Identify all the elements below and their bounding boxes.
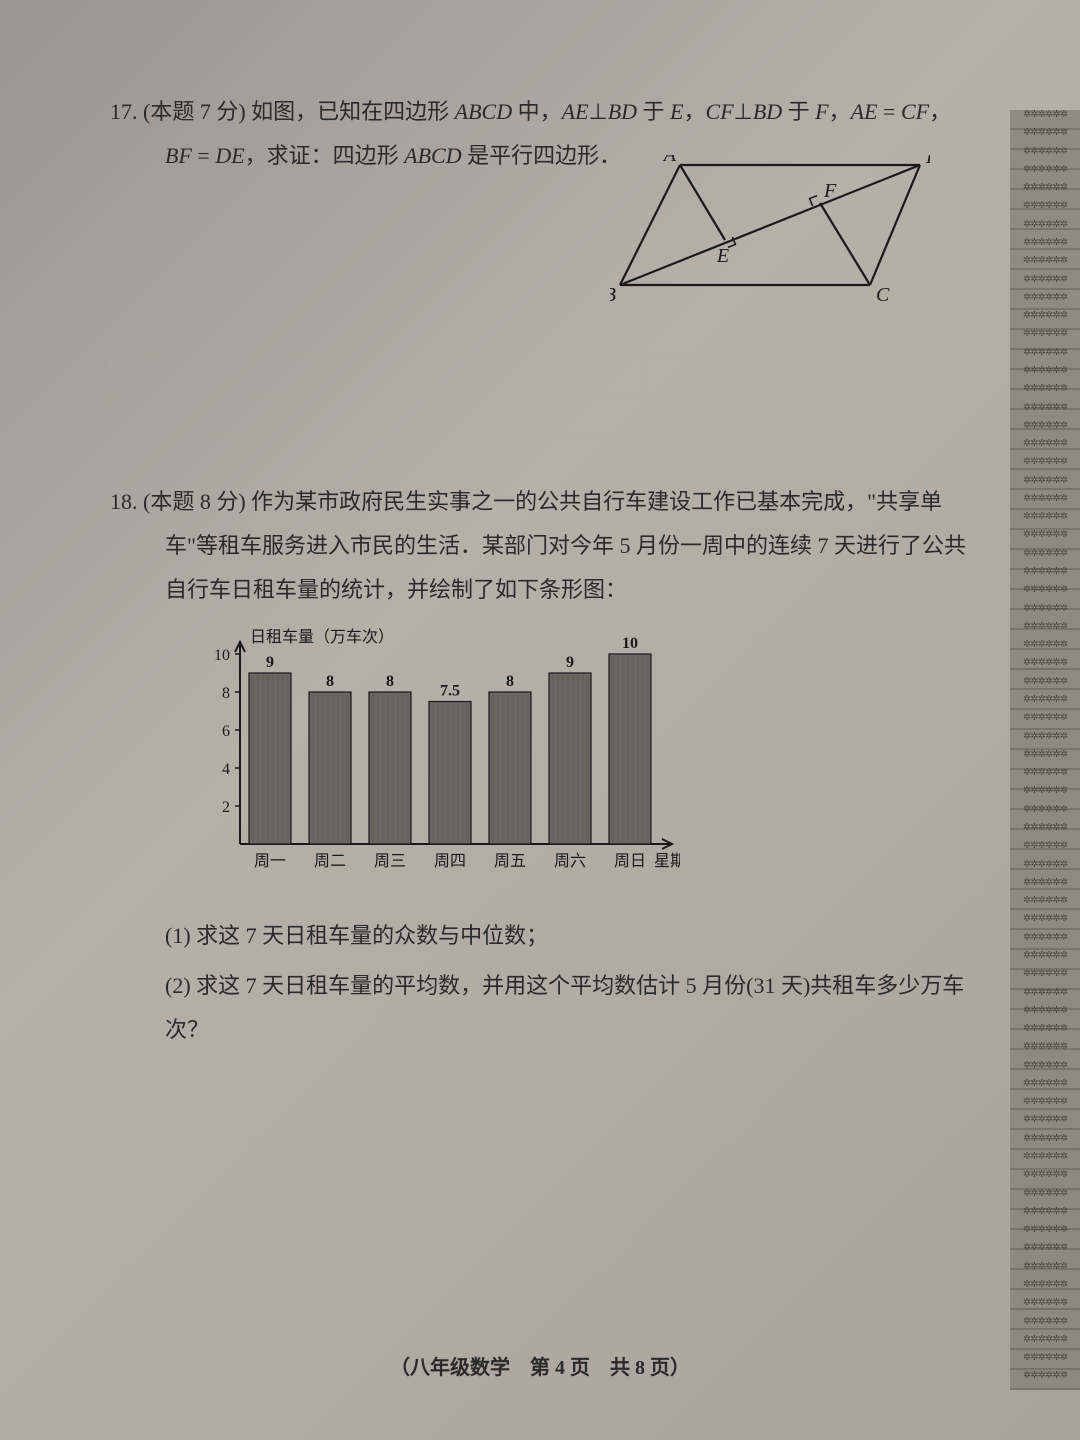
svg-text:A: A: [662, 155, 677, 166]
exam-page: 17. (本题 7 分) 如图，已知在四边形 ABCD 中，AE⊥BD 于 E，…: [0, 0, 1080, 1440]
svg-text:周一: 周一: [254, 853, 286, 870]
svg-text:周二: 周二: [314, 853, 346, 870]
q18-sub2: (2) 求这 7 天日租车量的平均数，并用这个平均数估计 5 月份(31 天)共…: [110, 964, 970, 1052]
table-cell: [541, 359, 648, 399]
question-18: 18. (本题 8 分) 作为某市政府民生实事之一的公共自行车建设工作已基本完成…: [110, 480, 970, 612]
q17-text1: 如图，已知在四边形 ABCD 中，AE⊥BD 于 E，CF⊥BD 于 F，AE …: [251, 99, 951, 124]
q18-points: (本题 8 分): [143, 489, 246, 514]
table-cell: [648, 400, 755, 440]
q18-number: 18.: [110, 489, 138, 514]
svg-text:8: 8: [222, 685, 230, 702]
table-cell: [433, 359, 540, 399]
svg-text:周日: 周日: [614, 853, 646, 870]
bar-chart-svg: 2 4 6 8 10 日租车量（万车次） 星期 9 周一 8 周二 8 周三 7.5 周四 8 周五 9 周六 10 周…: [180, 624, 680, 884]
table-cell: [111, 359, 218, 399]
table-cell: [541, 400, 648, 440]
q18-line1: 18. (本题 8 分) 作为某市政府民生实事之一的公共自行车建设工作已基本完成…: [110, 480, 970, 524]
svg-text:星期: 星期: [654, 852, 680, 870]
q17-line1: 17. (本题 7 分) 如图，已知在四边形 ABCD 中，AE⊥BD 于 E，…: [110, 90, 970, 134]
svg-text:10: 10: [214, 647, 230, 664]
svg-text:6: 6: [222, 723, 230, 740]
q17-number: 17.: [110, 99, 138, 124]
table-cell: [863, 359, 969, 399]
q18-bar-chart: 2 4 6 8 10 日租车量（万车次） 星期 9 周一 8 周二 8 周三 7.5 周四 8 周五 9 周六 10 周…: [180, 624, 680, 884]
svg-text:E: E: [716, 245, 729, 267]
svg-text:10: 10: [622, 635, 638, 652]
page-footer: （八年级数学 第 4 页 共 8 页）: [0, 1351, 1080, 1380]
svg-text:F: F: [823, 180, 837, 202]
table-cell: [863, 400, 969, 440]
binding-edge: ✲✲✲✲✲✲✲✲✲✲✲✲✲✲✲✲✲✲✲✲✲✲✲✲✲✲✲✲✲✲✲✲✲✲✲✲✲✲✲✲…: [1010, 110, 1080, 1390]
svg-text:周三: 周三: [374, 853, 406, 870]
svg-text:7.5: 7.5: [440, 683, 460, 700]
table-cell: [218, 400, 325, 440]
table-cell: [433, 400, 540, 440]
svg-text:周六: 周六: [554, 852, 586, 870]
svg-text:周四: 周四: [434, 853, 466, 870]
svg-text:8: 8: [386, 673, 394, 690]
svg-text:周五: 周五: [494, 853, 526, 870]
table-cell: [111, 400, 218, 440]
svg-text:D: D: [925, 155, 930, 168]
table-row: [111, 400, 969, 440]
svg-text:9: 9: [566, 654, 574, 671]
bleed-through-table: [110, 358, 970, 440]
q18-text1: 作为某市政府民生实事之一的公共自行车建设工作已基本完成，"共享单: [251, 489, 942, 514]
svg-text:4: 4: [222, 761, 230, 778]
table-cell: [326, 359, 433, 399]
table-cell: [326, 400, 433, 440]
svg-text:9: 9: [266, 654, 274, 671]
q17-points: (本题 7 分): [143, 99, 246, 124]
svg-text:B: B: [610, 284, 616, 305]
table-cell: [755, 400, 862, 440]
svg-text:C: C: [876, 284, 890, 305]
parallelogram-svg: A D C B E F: [610, 155, 930, 305]
q18-sub1: (1) 求这 7 天日租车量的众数与中位数；: [110, 914, 970, 958]
svg-text:8: 8: [506, 673, 514, 690]
svg-text:日租车量（万车次）: 日租车量（万车次）: [250, 628, 394, 646]
svg-text:8: 8: [326, 673, 334, 690]
table-cell: [218, 359, 325, 399]
svg-text:2: 2: [222, 799, 230, 816]
q17-diagram: A D C B E F: [610, 155, 930, 305]
table-cell: [755, 359, 862, 399]
q18-line2: 车"等租车服务进入市民的生活．某部门对今年 5 月份一周中的连续 7 天进行了公…: [110, 524, 970, 568]
table-row: [111, 359, 969, 400]
q18-line3: 自行车日租车量的统计，并绘制了如下条形图：: [110, 568, 970, 612]
table-cell: [648, 359, 755, 399]
